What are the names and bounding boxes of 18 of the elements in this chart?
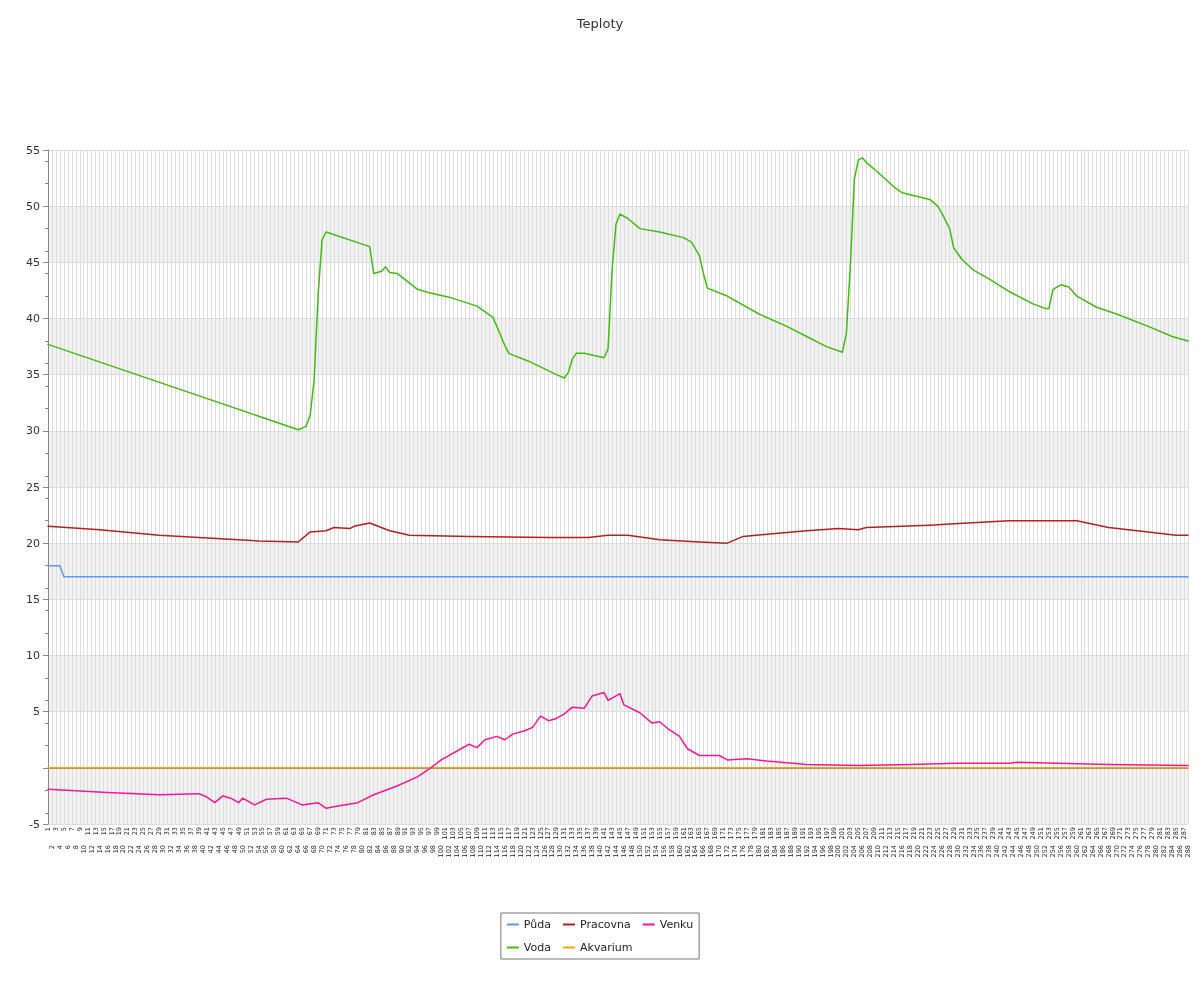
legend-label: Venku [659,918,694,931]
y-tick-label: 45 [26,255,40,269]
y-tick-label: 20 [26,536,40,550]
legend-label: Voda [523,941,551,954]
y-tick-label: 10 [26,649,40,662]
y-tick-label: 15 [26,592,40,606]
legend-label: Půda [523,918,552,931]
y-tick-label: 30 [26,424,40,438]
y-tick-label: 35 [26,368,40,382]
y-tick-label: 25 [26,480,40,494]
chart-title: Teploty [575,16,624,31]
y-tick-label: 5 [33,705,40,719]
y-tick-label: -5 [29,817,40,831]
y-tick-label: 55 [26,143,40,157]
legend-label: Akvarium [580,941,633,954]
y-tick-label: 40 [26,312,40,325]
legend-label: Pracovna [580,918,631,931]
y-tick-label: 50 [26,199,40,213]
